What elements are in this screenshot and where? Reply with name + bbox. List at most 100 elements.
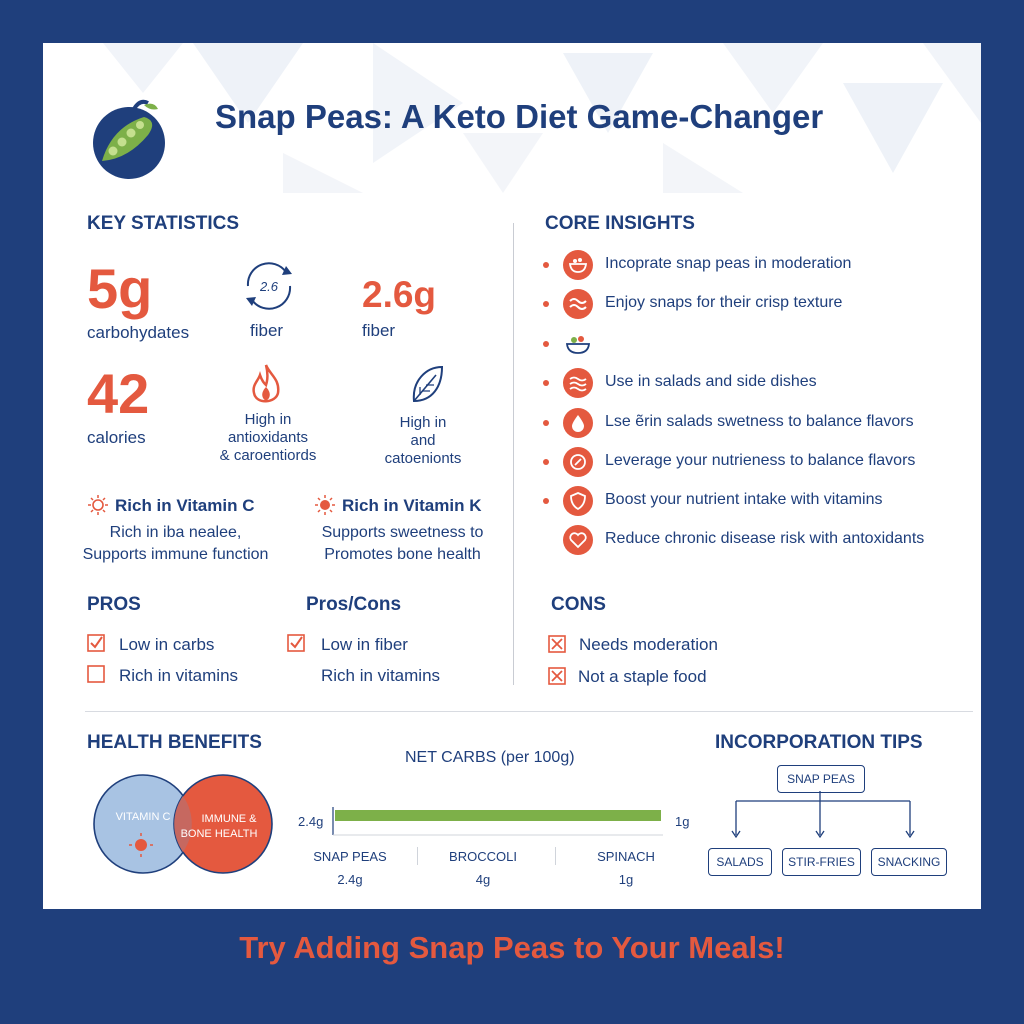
bullet-dot <box>543 459 549 465</box>
leaf-badge-icon <box>563 447 593 477</box>
carotenoids-line2: and <box>410 432 436 449</box>
bullet-dot <box>543 301 549 307</box>
venn-right-label-line2: BONE HEALTH <box>181 828 258 840</box>
pros-item: Low in carbs <box>119 635 215 654</box>
cons-item: Not a staple food <box>578 667 707 686</box>
net-carbs-bar <box>335 810 661 821</box>
chart-category-label: SNAP PEAS <box>313 849 387 864</box>
section-divider <box>85 711 973 712</box>
vitamin-c-line1: Rich in iba nealee, <box>109 524 242 541</box>
key-statistics-heading: KEY STATISTICS <box>87 213 240 234</box>
health-benefits-heading: HEALTH BENEFITS <box>87 732 262 753</box>
pros-cons-heading: Pros/Cons <box>306 594 402 615</box>
bullet-dot <box>543 341 549 347</box>
insight-item: Lse ẽrin salads swetness to balance flav… <box>543 408 973 438</box>
insight-item: Leverage your nutrieness to balance flav… <box>543 447 973 477</box>
venn-left-label: VITAMIN C <box>116 811 171 823</box>
checkbox-checked-icon <box>87 634 105 652</box>
tip-box: SNACKING <box>871 848 947 876</box>
insight-text: Lse ẽrin salads swetness to balance flav… <box>605 413 914 430</box>
bullet-dot <box>543 380 549 386</box>
insight-text: Reduce chronic disease risk with antoxid… <box>605 530 925 547</box>
infographic-card: Snap Peas: A Keto Diet Game-Changer KEY … <box>43 43 981 909</box>
salad-bowl-icon <box>563 329 593 359</box>
chart-separator <box>555 847 556 865</box>
insight-text: Incoprate snap peas in moderation <box>605 255 852 272</box>
calories-label: calories <box>87 428 146 447</box>
antioxidants-line2: antioxidants <box>227 429 309 446</box>
heart-icon <box>563 525 593 555</box>
sun-icon <box>315 495 335 515</box>
net-carbs-heading: NET CARBS (per 100g) <box>405 749 575 766</box>
bowl-icon <box>563 250 593 280</box>
fiber-value: 2.6g <box>362 274 437 315</box>
vitamin-c-title: Rich in Vitamin C <box>115 496 255 515</box>
insight-text: Boost your nutrient intake with vitamins <box>605 491 883 508</box>
carbs-value: 5g <box>87 257 153 320</box>
flame-icon <box>252 364 280 403</box>
insight-text: Use in salads and side dishes <box>605 373 817 390</box>
insight-text: Enjoy snaps for their crisp texture <box>605 294 843 311</box>
wave-icon <box>563 289 593 319</box>
net-carbs-left-value: 2.4g <box>298 814 324 829</box>
bowl-waves-icon <box>563 368 593 398</box>
snap-pea-logo-icon <box>93 99 165 179</box>
carbs-label: carbohydates <box>87 323 190 342</box>
chart-separator <box>417 847 418 865</box>
insight-item: Enjoy snaps for their crisp texture <box>543 289 973 319</box>
cons-heading: CONS <box>551 594 606 615</box>
vitamin-c-line2: Supports immune function <box>82 546 269 563</box>
insight-item: Reduce chronic disease risk with antoxid… <box>543 525 973 555</box>
carotenoids-line1: High in <box>399 414 447 431</box>
fiber-icon-text: 2.6 <box>259 279 279 294</box>
fiber-icon-label: fiber <box>250 321 284 340</box>
cross-box-icon <box>548 635 566 653</box>
vitamin-k-title: Rich in Vitamin K <box>342 496 482 515</box>
drop-icon <box>563 408 593 438</box>
bullet-dot <box>543 420 549 426</box>
tip-box: SALADS <box>708 848 772 876</box>
venn-right-label-line1: IMMUNE & <box>202 813 258 825</box>
sun-icon <box>88 495 108 515</box>
bullet-dot <box>543 498 549 504</box>
antioxidants-line3: & caroentiords <box>219 447 317 464</box>
leaf-icon <box>412 365 444 403</box>
pros-heading: PROS <box>87 594 141 615</box>
insight-text: Leverage your nutrieness to balance flav… <box>605 452 916 469</box>
vitamin-k-line2: Promotes bone health <box>324 546 481 563</box>
checkbox-empty-icon <box>87 665 105 683</box>
chart-value-label: 4g <box>475 872 491 887</box>
vitamin-k-description: Supports sweetness to Promotes bone heal… <box>305 522 500 566</box>
venn-right-circle <box>173 774 273 874</box>
venn-diagram: VITAMIN C IMMUNE & BONE HEALTH <box>93 774 273 874</box>
chart-value-label: 2.4g <box>337 872 363 887</box>
pros-item: Rich in vitamins <box>119 666 239 685</box>
cons-item: Needs moderation <box>579 635 718 654</box>
carotenoids-line3: catoenionts <box>384 450 462 467</box>
net-carbs-right-value: 1g <box>675 814 690 829</box>
insight-item: Incoprate snap peas in moderation <box>543 250 973 280</box>
chart-category-label: BROCCOLI <box>449 849 517 864</box>
net-carbs-chart <box>332 807 663 836</box>
tip-box: STIR-FRIES <box>782 848 861 876</box>
core-insights-heading: CORE INSIGHTS <box>545 213 695 234</box>
vitamin-k-line1: Supports sweetness to <box>321 524 484 541</box>
tips-tree-connectors <box>731 791 915 839</box>
insight-item <box>543 329 973 359</box>
carotenoids-label: High in and catoenionts <box>368 414 478 468</box>
fiber-cycle-icon: 2.6 <box>246 262 292 310</box>
calories-value: 42 <box>87 362 150 425</box>
sun-icon <box>135 839 147 851</box>
checkbox-checked-icon <box>287 634 305 652</box>
column-divider <box>513 223 514 685</box>
insight-item: Use in salads and side dishes <box>543 368 973 398</box>
chart-category-label: SPINACH <box>597 849 655 864</box>
pros-cons-item: Rich in vitamins <box>321 666 441 685</box>
footer-cta: Try Adding Snap Peas to Your Meals! <box>239 930 785 965</box>
header-pattern <box>103 43 981 193</box>
bullet-dot <box>543 262 549 268</box>
insight-item: Boost your nutrient intake with vitamins <box>543 486 973 516</box>
shield-icon <box>563 486 593 516</box>
fiber-label: fiber <box>362 321 396 340</box>
chart-value-label: 1g <box>618 872 634 887</box>
